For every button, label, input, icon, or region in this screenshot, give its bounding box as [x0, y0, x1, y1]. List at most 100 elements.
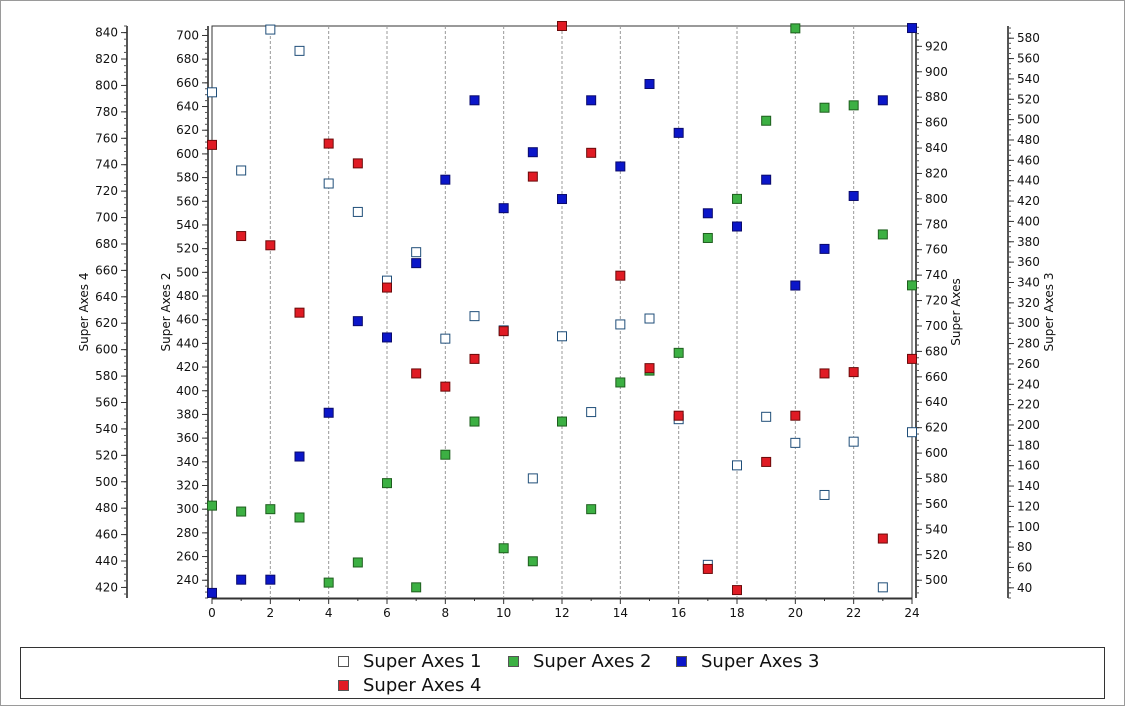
- y-tick-label: 460: [1017, 153, 1040, 167]
- data-point-series-1: [790, 437, 801, 448]
- y-tick-label: 800: [95, 78, 118, 92]
- grid-layer: [211, 25, 913, 599]
- y-tick-label: 800: [925, 192, 948, 206]
- y-tick-label: 860: [925, 116, 948, 130]
- data-point-series-2: [352, 557, 363, 568]
- y-tick-label: 840: [925, 141, 948, 155]
- y-tick-label: 580: [95, 369, 118, 383]
- y-tick-label: 260: [1017, 357, 1040, 371]
- data-point-series-1: [527, 473, 538, 484]
- y-tick-label: 760: [95, 131, 118, 145]
- data-point-series-4: [527, 171, 538, 182]
- data-point-series-4: [236, 231, 247, 242]
- y-tick-label: 740: [95, 158, 118, 172]
- data-point-series-3: [469, 95, 480, 106]
- data-point-series-1: [352, 206, 363, 217]
- y-tick-label: 600: [95, 343, 118, 357]
- data-point-series-3: [673, 127, 684, 138]
- data-point-series-3: [644, 79, 655, 90]
- y-tick-label: 300: [176, 502, 199, 516]
- data-point-series-1: [411, 247, 422, 258]
- y-tick-label: 680: [176, 52, 199, 66]
- data-point-series-4: [207, 139, 217, 150]
- data-point-series-4: [265, 240, 276, 251]
- y-tick-label: 540: [176, 218, 199, 232]
- y-tick-label: 640: [176, 100, 199, 114]
- x-tick-label: 6: [383, 606, 391, 620]
- data-point-series-3: [294, 451, 305, 462]
- data-point-series-4: [732, 585, 742, 596]
- legend-label-4: Super Axes 4: [363, 674, 482, 696]
- y-tick-label: 440: [95, 554, 118, 568]
- x-tick-label: 24: [904, 606, 919, 620]
- data-point-series-1: [236, 165, 247, 176]
- legend-item-super-axes-1[interactable]: Super Axes 1: [338, 650, 482, 672]
- data-point-series-3: [702, 208, 713, 219]
- legend-item-super-axes-2[interactable]: Super Axes 2: [508, 650, 652, 672]
- y-tick-label: 880: [925, 90, 948, 104]
- data-point-series-4: [411, 368, 422, 379]
- data-point-series-3: [732, 221, 742, 232]
- y-tick-label: 780: [95, 105, 118, 119]
- data-point-series-1: [907, 427, 917, 438]
- y-tick-label: 580: [176, 171, 199, 185]
- y-tick-label: 620: [95, 316, 118, 330]
- y-tick-label: 700: [925, 319, 948, 333]
- data-point-series-3: [498, 203, 509, 214]
- data-point-series-4: [790, 410, 801, 421]
- y-tick-label: 380: [176, 407, 199, 421]
- y-tick-label: 600: [925, 446, 948, 460]
- y-tick-label: 380: [1017, 235, 1040, 249]
- legend-swatch-4: [338, 679, 349, 691]
- data-point-series-2: [819, 102, 830, 113]
- y-tick-label: 360: [176, 431, 199, 445]
- y-tick-label: 520: [95, 448, 118, 462]
- legend-label-1: Super Axes 1: [363, 650, 482, 672]
- y-tick-label: 520: [1017, 92, 1040, 106]
- data-point-series-4: [673, 410, 684, 421]
- data-point-series-2: [673, 347, 684, 358]
- y-tick-label: 600: [176, 147, 199, 161]
- legend-item-super-axes-4[interactable]: Super Axes 4: [338, 674, 482, 696]
- y-tick-label: 280: [176, 526, 199, 540]
- x-tick-label: 2: [267, 606, 275, 620]
- y-tick-label: 420: [95, 580, 118, 594]
- legend-label-3: Super Axes 3: [701, 650, 820, 672]
- y-tick-label: 520: [925, 548, 948, 562]
- data-point-series-1: [644, 313, 655, 324]
- y-tick-label: 720: [95, 184, 118, 198]
- y-tick-label: 120: [1017, 499, 1040, 513]
- y-tick-label: 660: [95, 263, 118, 277]
- data-point-series-1: [469, 311, 480, 322]
- y-tick-label: 540: [1017, 72, 1040, 86]
- y-tick-label: 40: [1017, 581, 1032, 595]
- data-point-series-4: [294, 307, 305, 318]
- y-tick-label: 440: [176, 336, 199, 350]
- y-tick-label: 560: [176, 194, 199, 208]
- data-point-series-2: [498, 543, 509, 554]
- y-axis-title-a4: Super Axes 4: [77, 273, 91, 352]
- x-tick-label: 12: [554, 606, 569, 620]
- data-point-series-1: [615, 319, 626, 330]
- data-point-series-3: [527, 147, 538, 158]
- data-point-series-4: [761, 456, 772, 467]
- y-tick-label: 540: [95, 422, 118, 436]
- data-point-series-2: [323, 577, 334, 588]
- data-point-series-3: [761, 174, 772, 185]
- data-point-series-4: [352, 158, 363, 169]
- y-tick-label: 240: [176, 573, 199, 587]
- data-point-series-1: [848, 436, 859, 447]
- data-point-series-1: [323, 178, 334, 189]
- data-point-series-1: [877, 582, 888, 593]
- y-tick-label: 80: [1017, 540, 1032, 554]
- y-tick-label: 620: [176, 123, 199, 137]
- y-tick-label: 460: [95, 528, 118, 542]
- y-tick-label: 580: [1017, 31, 1040, 45]
- data-point-series-2: [527, 556, 538, 567]
- y-tick-label: 320: [176, 478, 199, 492]
- legend-item-super-axes-3[interactable]: Super Axes 3: [676, 650, 820, 672]
- legend: Super Axes 1 Super Axes 2 Super Axes 3 S…: [20, 647, 1105, 699]
- y-tick-label: 440: [1017, 174, 1040, 188]
- data-point-series-3: [236, 574, 247, 585]
- y-tick-label: 340: [1017, 275, 1040, 289]
